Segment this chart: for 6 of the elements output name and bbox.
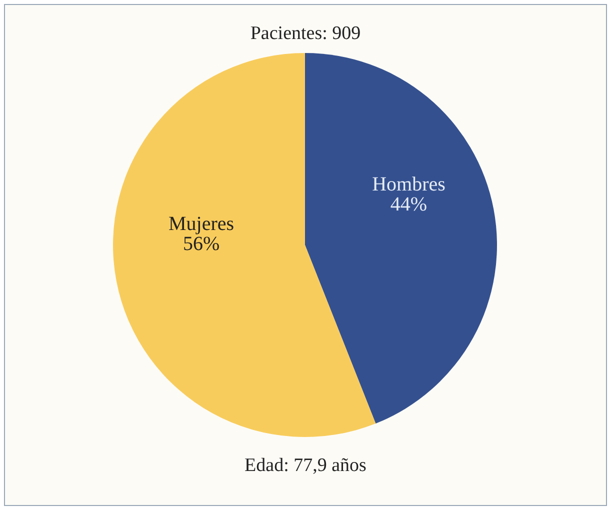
data-label: 44% xyxy=(390,193,428,216)
text: Edad: 77,9 años xyxy=(244,455,368,477)
chart-title: Pacientes: 909 xyxy=(249,23,362,45)
data-label: 56% xyxy=(182,233,220,256)
slice-label: Hombres xyxy=(372,173,446,196)
slice-label: Mujeres xyxy=(168,213,234,236)
